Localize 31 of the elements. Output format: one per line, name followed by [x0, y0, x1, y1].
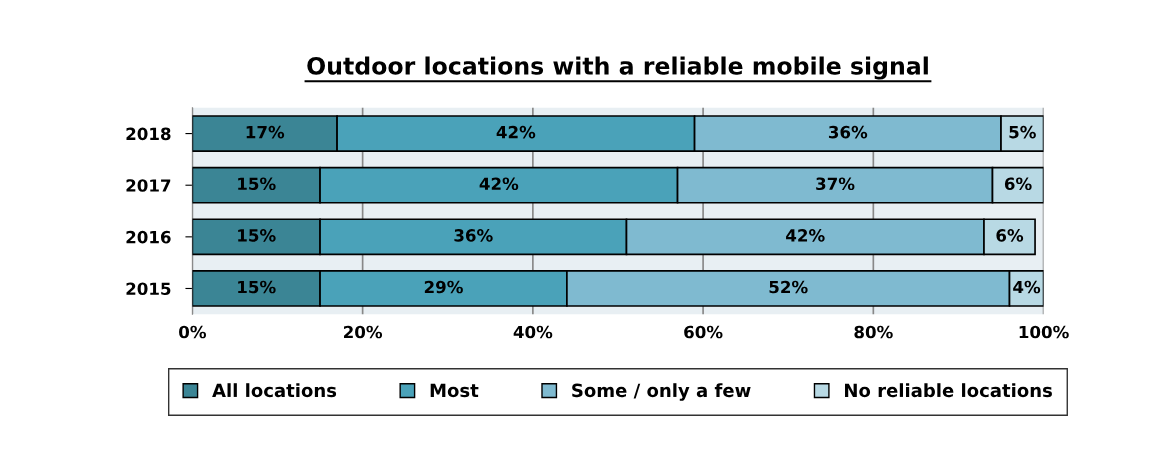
x-tick-label: 60% [684, 325, 723, 339]
data-label: 6% [1004, 177, 1032, 191]
data-label: 15% [238, 177, 276, 191]
x-tick-label: 20% [344, 325, 383, 339]
data-label: 5% [1009, 125, 1036, 139]
data-label: 17% [246, 125, 285, 139]
y-tick-label: 2018 [126, 127, 171, 141]
data-label: 15% [238, 229, 276, 242]
x-tick-label: 40% [513, 325, 553, 339]
data-label: 15% [238, 280, 276, 294]
chart-title: Outdoor locations with a reliable mobile signal [307, 56, 928, 80]
y-tick-label: 2015 [126, 282, 171, 296]
x-tick-label: 80% [854, 325, 893, 339]
legend-label: All locations [212, 383, 337, 398]
data-label: 4% [1013, 280, 1041, 294]
y-tick-label: 2017 [126, 179, 171, 192]
legend-label: Some / only a few [572, 383, 751, 401]
data-label: 42% [496, 125, 536, 139]
data-label: 42% [479, 177, 519, 191]
x-tick-label: 100% [1019, 325, 1069, 339]
data-label: 36% [454, 229, 493, 242]
y-tick-label: 2016 [126, 230, 171, 244]
data-label: 6% [996, 229, 1024, 242]
data-label: 36% [828, 125, 868, 139]
legend-label: Most [430, 383, 479, 398]
data-label: 37% [816, 177, 855, 191]
data-label: 29% [424, 280, 463, 294]
data-label: 52% [769, 280, 808, 294]
x-tick-label: 0% [179, 325, 207, 339]
legend-label: No reliable locations [845, 383, 1052, 398]
data-label: 42% [786, 229, 825, 242]
